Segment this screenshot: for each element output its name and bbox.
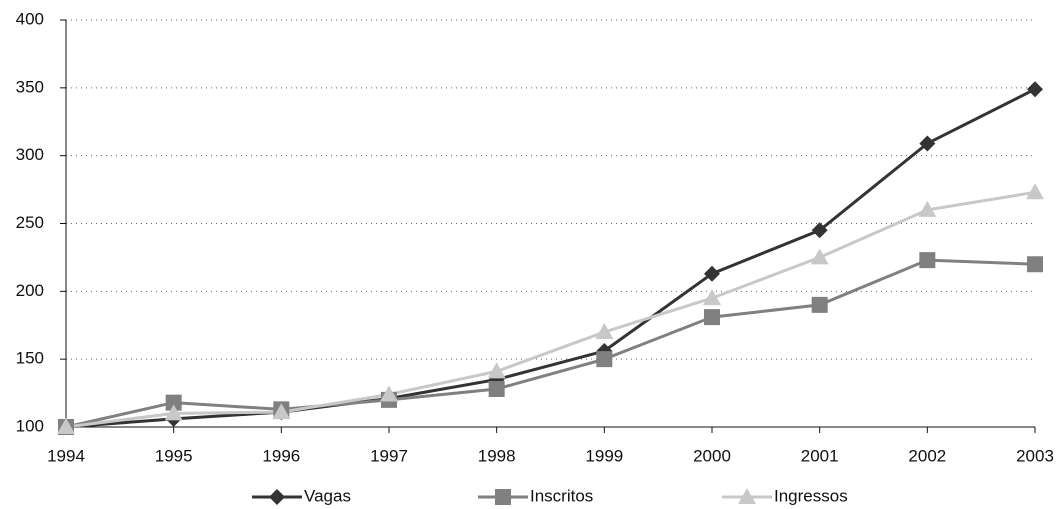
y-tick-label: 400: [16, 9, 44, 28]
point: [164, 404, 183, 421]
point: [919, 135, 936, 152]
point: [596, 351, 613, 368]
point: [595, 323, 614, 340]
x-tick-label: 1999: [585, 446, 623, 465]
y-tick-label: 100: [16, 416, 44, 435]
y-tick-label: 250: [16, 213, 44, 232]
legend-label: Inscritos: [530, 486, 593, 505]
series-line: [65, 258, 1036, 429]
point: [488, 381, 505, 398]
legend-label: Ingressos: [774, 486, 848, 505]
point: [704, 309, 720, 326]
point: [1027, 81, 1043, 98]
series-line: [65, 190, 1036, 429]
x-tick-label: 1994: [47, 446, 85, 465]
x-tick-label: 1995: [155, 446, 193, 465]
x-tick-label: 2000: [693, 446, 731, 465]
point: [272, 403, 291, 420]
x-tick-label: 2003: [1016, 446, 1054, 465]
x-tick-label: 2001: [801, 446, 839, 465]
point: [919, 252, 936, 269]
legend-marker: [269, 489, 285, 505]
point: [810, 248, 829, 265]
point: [380, 385, 398, 402]
y-tick-label: 200: [16, 281, 44, 300]
y-tick-label: 350: [16, 77, 44, 96]
point: [811, 296, 828, 313]
point: [1027, 256, 1043, 273]
point: [1026, 183, 1044, 200]
point: [704, 265, 720, 282]
legend-label: Vagas: [304, 486, 351, 505]
point: [918, 200, 937, 217]
legend-marker: [738, 488, 756, 504]
point: [487, 362, 506, 379]
legend-marker: [495, 489, 511, 505]
y-tick-label: 300: [16, 145, 44, 164]
point: [703, 289, 721, 306]
point: [165, 394, 182, 411]
point: [57, 418, 75, 434]
x-tick-label: 1996: [262, 446, 300, 465]
point: [811, 222, 828, 239]
series-line: [65, 87, 1036, 429]
x-tick-label: 1998: [478, 446, 516, 465]
x-tick-label: 1997: [370, 446, 408, 465]
y-tick-label: 150: [16, 349, 44, 368]
x-tick-label: 2002: [908, 446, 946, 465]
